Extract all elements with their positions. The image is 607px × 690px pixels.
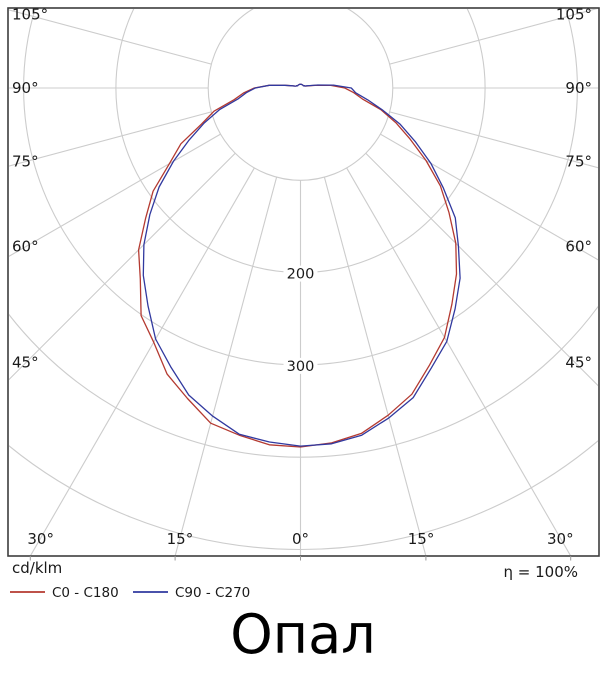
grid-ray-right-15 (323, 177, 427, 555)
angle-label-right-90: 90° (565, 79, 592, 97)
radial-label-bg-300 (283, 357, 318, 374)
legend-label-c90-c270: C90 - C270 (175, 585, 250, 601)
axis-ticks (29, 556, 572, 561)
angle-label-left-60: 60° (12, 237, 39, 255)
efficiency-label: η = 100% (504, 563, 579, 581)
radial-label-bg-200 (283, 265, 318, 282)
angle-label-bottom-right-30: 30° (547, 530, 574, 548)
angle-label-right-105: 105° (556, 5, 592, 23)
curve-c90-c270 (142, 83, 461, 447)
grid-ray-right-45 (365, 152, 598, 387)
grid-ray-right-60 (380, 133, 598, 261)
angle-label-left-45: 45° (12, 354, 39, 372)
grid-ray-right-105 (389, 9, 598, 65)
grid-ray-left-45 (9, 152, 236, 381)
angle-label-right-75: 75° (565, 153, 592, 171)
grid-ray-left-60 (9, 133, 221, 257)
units-label: cd/klm (12, 559, 62, 577)
grid-ray-left-15 (174, 177, 278, 555)
angle-label-bottom-left-15: 15° (167, 530, 194, 548)
angle-label-right-60: 60° (565, 237, 592, 255)
angle-label-bottom-right-15: 15° (408, 530, 435, 548)
grid-ray-left-30 (30, 167, 255, 555)
angle-label-right-45: 45° (565, 354, 592, 372)
radial-labels: 200 300 (283, 265, 318, 375)
legend-label-c0-c180: C0 - C180 (52, 585, 119, 601)
grid-ray-left-75 (9, 111, 212, 167)
angle-label-left-75: 75° (12, 153, 39, 171)
grid-ray-right-30 (346, 167, 571, 555)
chart-title: Опал (230, 603, 375, 666)
angle-label-left-105: 105° (12, 5, 48, 23)
grid-ray-right-75 (389, 111, 598, 169)
angle-label-bottom-0: 0° (292, 530, 309, 548)
radial-label-200: 200 (287, 267, 315, 283)
intensity-curves (137, 83, 461, 448)
grid-ray-left-105 (9, 9, 212, 65)
angle-label-bottom-left-30: 30° (27, 530, 54, 548)
angle-label-left-90: 90° (12, 79, 39, 97)
angle-labels: 105° 105° 90° 90° 75° 75° 60° 60° 45° 45° 0° 15° 15°… (12, 5, 592, 548)
radial-label-300: 300 (287, 359, 315, 375)
